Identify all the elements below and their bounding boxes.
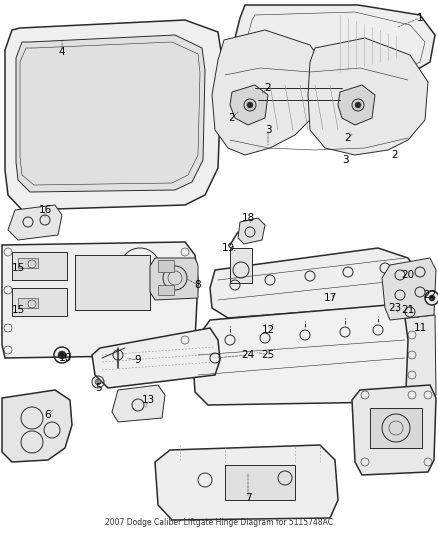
Text: 2: 2: [229, 113, 235, 123]
Polygon shape: [5, 20, 222, 210]
Text: 21: 21: [401, 305, 415, 315]
Text: 11: 11: [413, 323, 427, 333]
Bar: [12, 288, 67, 316]
Polygon shape: [2, 242, 198, 358]
Text: 2: 2: [265, 83, 271, 93]
Text: 25: 25: [261, 350, 275, 360]
Circle shape: [425, 291, 438, 305]
Circle shape: [355, 102, 361, 108]
Text: 3: 3: [265, 125, 271, 135]
Bar: [370, 408, 422, 448]
Circle shape: [58, 351, 66, 359]
Text: 19: 19: [221, 243, 235, 253]
Polygon shape: [382, 315, 436, 408]
Text: 15: 15: [11, 305, 25, 315]
Polygon shape: [2, 390, 72, 462]
Text: 8: 8: [194, 280, 201, 290]
Circle shape: [95, 379, 101, 385]
Polygon shape: [235, 5, 435, 85]
Text: 3: 3: [342, 155, 348, 165]
Text: 2: 2: [392, 150, 398, 160]
Bar: [75, 255, 150, 310]
Text: 13: 13: [141, 395, 155, 405]
Text: 4: 4: [59, 47, 65, 57]
Polygon shape: [155, 445, 338, 520]
Bar: [12, 252, 67, 280]
Text: 22: 22: [424, 290, 437, 300]
Text: 20: 20: [402, 270, 414, 280]
Text: 18: 18: [241, 213, 254, 223]
Polygon shape: [112, 385, 165, 422]
Polygon shape: [230, 85, 268, 125]
Circle shape: [429, 295, 435, 301]
Polygon shape: [16, 35, 205, 192]
Text: 17: 17: [323, 293, 337, 303]
Polygon shape: [352, 385, 436, 475]
Polygon shape: [238, 218, 265, 244]
Polygon shape: [150, 258, 198, 300]
Text: 6: 6: [45, 410, 51, 420]
Text: 1: 1: [417, 13, 423, 23]
Text: 16: 16: [39, 205, 52, 215]
Text: 15: 15: [11, 263, 25, 273]
Polygon shape: [8, 205, 62, 240]
Bar: [158, 285, 174, 295]
Text: 10: 10: [58, 353, 71, 363]
Bar: [230, 248, 252, 283]
Text: 5: 5: [95, 383, 101, 393]
Polygon shape: [212, 30, 330, 155]
Polygon shape: [210, 248, 418, 318]
Text: 2: 2: [345, 133, 351, 143]
Bar: [388, 305, 418, 317]
Polygon shape: [92, 328, 220, 388]
Polygon shape: [308, 38, 428, 155]
Bar: [225, 465, 295, 500]
Polygon shape: [192, 305, 408, 405]
Text: 2007 Dodge Caliber Liftgate Hinge Diagram for 5115748AC: 2007 Dodge Caliber Liftgate Hinge Diagra…: [105, 518, 333, 527]
Bar: [18, 298, 38, 308]
Text: 24: 24: [241, 350, 254, 360]
Text: 9: 9: [135, 355, 141, 365]
Text: 7: 7: [245, 493, 251, 503]
Bar: [158, 260, 174, 272]
Bar: [18, 258, 38, 268]
Circle shape: [247, 102, 253, 108]
Text: 12: 12: [261, 325, 275, 335]
Text: 23: 23: [389, 303, 402, 313]
Polygon shape: [338, 85, 375, 125]
Polygon shape: [382, 258, 436, 320]
